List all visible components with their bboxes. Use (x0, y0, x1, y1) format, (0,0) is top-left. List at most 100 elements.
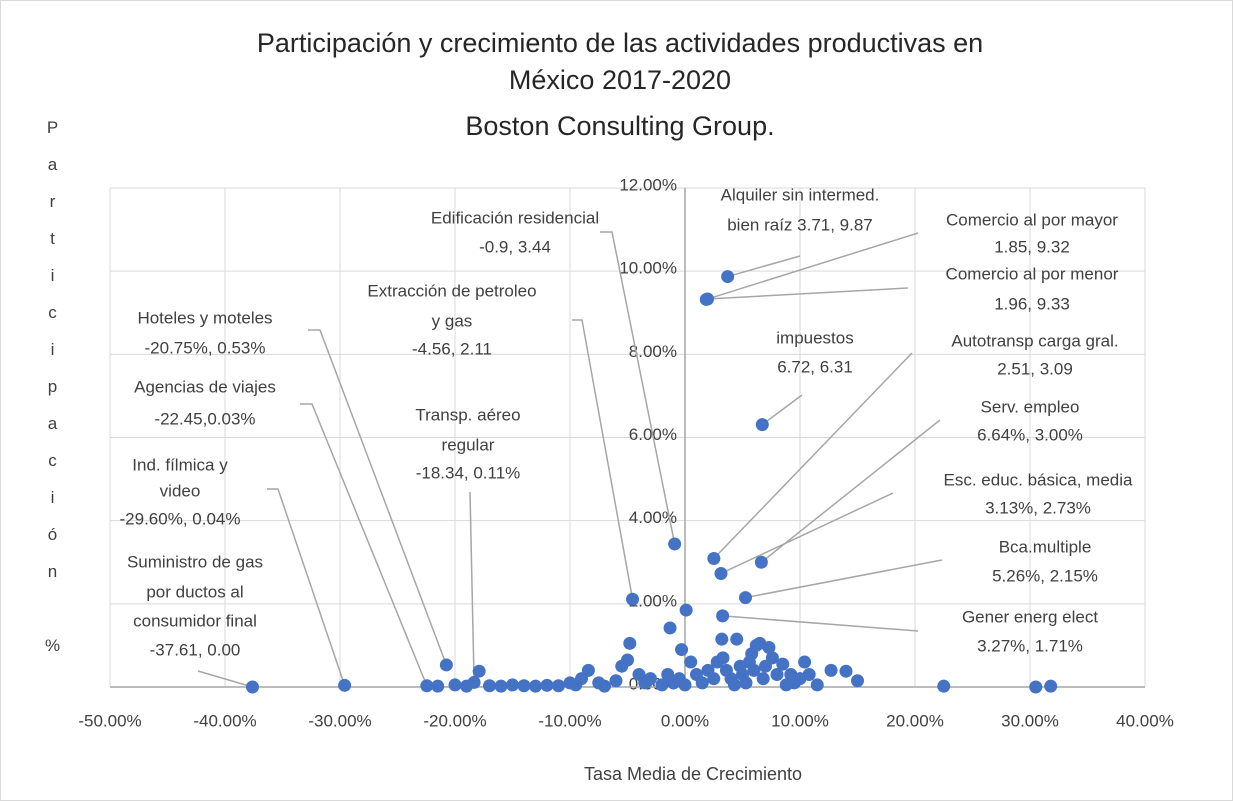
x-tick-label: 0.00% (661, 711, 709, 730)
annotation: impuestos (776, 328, 853, 347)
point (338, 678, 352, 692)
leader-line (706, 232, 919, 301)
x-tick-label: -40.00% (193, 711, 256, 730)
annotation: consumidor final (133, 611, 257, 630)
point (754, 555, 768, 569)
annotation: Extracción de petroleo (367, 281, 536, 300)
leader-line (722, 615, 919, 632)
point (716, 609, 730, 623)
annotation: -0.9, 3.44 (479, 237, 551, 256)
point (552, 679, 565, 693)
y-tick-label: 8.00% (629, 342, 677, 361)
x-tick-label: 10.00% (771, 711, 829, 730)
point (715, 632, 729, 646)
point (675, 643, 689, 657)
point (1044, 679, 1058, 693)
annotation: Autotransp carga gral. (951, 331, 1118, 350)
x-tick-label: 20.00% (886, 711, 944, 730)
annotation: -20.75%, 0.53% (145, 338, 266, 357)
point (798, 655, 812, 669)
point (707, 552, 721, 566)
point (448, 678, 462, 692)
point (439, 658, 453, 672)
point (506, 678, 519, 692)
point (756, 672, 770, 686)
annotation: 1.85, 9.32 (994, 237, 1070, 256)
point (668, 537, 682, 551)
leader-line (197, 670, 253, 688)
point (776, 657, 790, 671)
point (738, 591, 752, 605)
annotation: Comercio al por menor (946, 264, 1119, 283)
point (679, 603, 693, 617)
point (739, 676, 753, 690)
leader-line (713, 352, 913, 560)
annotation: Serv. empleo (981, 397, 1080, 416)
point (615, 659, 629, 673)
point (598, 679, 611, 693)
annotation: -22.45,0.03% (154, 409, 255, 428)
annotation: bien raíz 3.71, 9.87 (727, 215, 873, 234)
point (517, 679, 531, 693)
leader-line (745, 559, 943, 599)
point (483, 679, 496, 693)
point (431, 679, 445, 693)
leader-line (572, 319, 634, 600)
point (245, 680, 259, 694)
point (460, 679, 473, 693)
point (472, 664, 486, 678)
point (684, 655, 698, 669)
annotation: por ductos al (146, 582, 243, 601)
annotation: 1.96, 9.33 (994, 294, 1070, 313)
point (655, 678, 669, 692)
x-axis-label: Tasa Media de Crecimiento (584, 764, 802, 784)
point (623, 636, 637, 650)
leader-line (720, 492, 894, 575)
annotation: Bca.multiple (999, 537, 1092, 556)
point (721, 270, 735, 284)
point (609, 674, 623, 688)
leader-line (727, 255, 801, 278)
leader-line (707, 287, 909, 300)
point (1029, 680, 1043, 694)
point (851, 674, 864, 688)
point (824, 663, 838, 677)
x-tick-label: -10.00% (538, 711, 601, 730)
annotation: Gener energ elect (962, 607, 1098, 626)
annotation: Suministro de gas (127, 552, 263, 571)
point (575, 672, 588, 686)
leader-line (300, 403, 428, 687)
y-tick-label: 2.00% (629, 591, 677, 610)
leader-line (308, 329, 448, 666)
point (937, 679, 951, 693)
point (747, 663, 761, 677)
chart-title: México 2017-2020 (509, 65, 731, 95)
point (529, 679, 542, 693)
annotation: Edificación residencial (431, 208, 599, 227)
point (770, 668, 784, 682)
x-tick-label: -20.00% (423, 711, 486, 730)
point (494, 679, 508, 693)
annotation: -29.60%, 0.04% (120, 509, 241, 528)
leader-line (600, 231, 676, 545)
chart-title: Boston Consulting Group. (465, 111, 774, 141)
point (762, 640, 776, 654)
x-tick-label: -50.00% (78, 711, 141, 730)
point (701, 292, 715, 306)
y-tick-label: 10.00% (619, 259, 677, 278)
annotation: Esc. educ. básica, media (944, 470, 1134, 489)
annotation: Alquiler sin intermed. (721, 185, 880, 204)
annotation: Hoteles y moteles (137, 308, 272, 327)
point (730, 632, 744, 646)
annotation: 5.26%, 2.15% (992, 566, 1098, 585)
x-tick-label: 40.00% (1116, 711, 1174, 730)
leader-line (469, 491, 475, 683)
x-tick-label: -30.00% (308, 711, 371, 730)
point (678, 678, 692, 692)
annotation: Comercio al por mayor (946, 210, 1118, 229)
point (727, 678, 741, 692)
annotation: 6.72, 6.31 (777, 357, 853, 376)
point (540, 678, 554, 692)
